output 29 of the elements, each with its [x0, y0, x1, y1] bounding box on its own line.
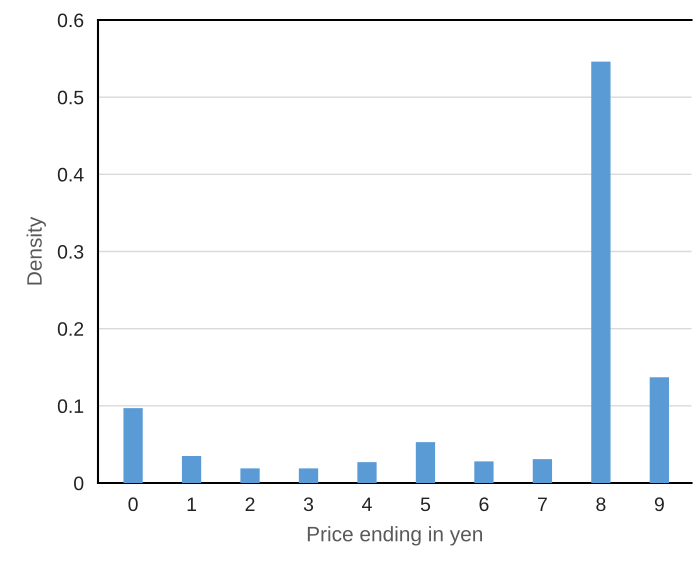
x-tick-label: 8 — [596, 497, 606, 512]
y-tick-label: 0.5 — [58, 90, 84, 104]
x-tick-label: 5 — [420, 498, 430, 512]
bar — [591, 62, 611, 483]
x-tick-label: 7 — [538, 498, 547, 511]
x-tick-label: 0 — [128, 497, 138, 512]
x-tick-label: 3 — [304, 497, 314, 512]
bar — [650, 377, 670, 483]
bar — [123, 408, 143, 483]
x-tick-label: 4 — [362, 498, 372, 511]
y-tick-label: 0.6 — [58, 13, 84, 28]
bar — [474, 461, 494, 483]
y-tick-label: 0.4 — [58, 168, 84, 182]
x-tick-label: 9 — [654, 497, 664, 512]
bar — [416, 442, 436, 483]
y-tick-label: 0 — [74, 476, 84, 490]
y-tick-label: 0.2 — [58, 322, 84, 336]
bar — [182, 456, 202, 483]
x-tick-label: 1 — [188, 498, 196, 511]
bar — [298, 468, 318, 483]
bar — [240, 468, 260, 483]
y-tick-label: 0.1 — [58, 399, 84, 414]
x-axis-title: Price ending in yen — [308, 526, 482, 546]
bar — [532, 459, 552, 483]
bar — [357, 462, 377, 483]
y-tick-label: 0.3 — [58, 244, 84, 259]
y-axis-title: Density — [26, 216, 46, 285]
x-tick-label: 2 — [246, 497, 254, 511]
x-tick-label: 6 — [480, 497, 488, 512]
